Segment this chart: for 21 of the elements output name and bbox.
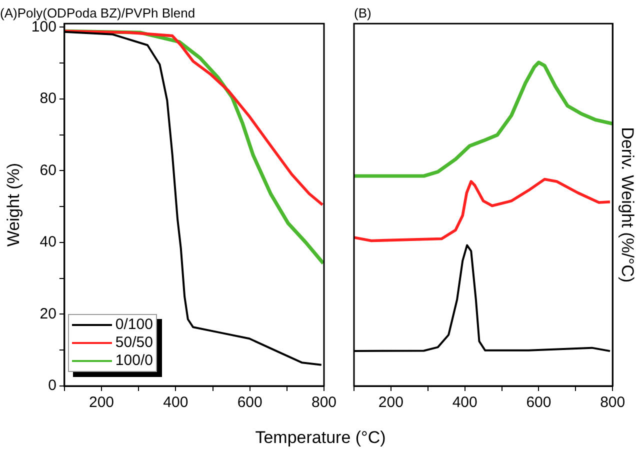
x-tick-label: 800 xyxy=(311,394,337,412)
x-axis-title: Temperature (°C) xyxy=(254,428,387,448)
x-tick-label: 800 xyxy=(600,394,626,412)
y-tick-label: 60 xyxy=(40,162,56,179)
x-tick-label: 400 xyxy=(163,394,188,412)
chart-title: (B) xyxy=(354,5,372,20)
x-tick-label: 200 xyxy=(88,394,114,412)
y-tick-label: 20 xyxy=(40,305,56,322)
x-tick-label: 200 xyxy=(378,394,404,412)
y-tick-label: 80 xyxy=(40,90,56,108)
legend-label: 0/100 xyxy=(115,316,153,334)
x-tick-label: 600 xyxy=(237,394,262,412)
y-tick-label: 0 xyxy=(48,377,56,394)
y2-axis-title: Deriv. Weight (%/°C) xyxy=(618,127,638,283)
legend-label: 100/0 xyxy=(115,352,153,370)
chart-title: (A)Poly(ODPoda BZ)/PVPh Blend xyxy=(0,5,196,20)
x-tick-label: 600 xyxy=(526,394,552,412)
y-axis-title: Weight (%) xyxy=(4,162,23,247)
x-tick-label: 400 xyxy=(452,394,478,412)
y-tick-label: 40 xyxy=(40,234,56,251)
legend-label: 50/50 xyxy=(115,334,153,352)
